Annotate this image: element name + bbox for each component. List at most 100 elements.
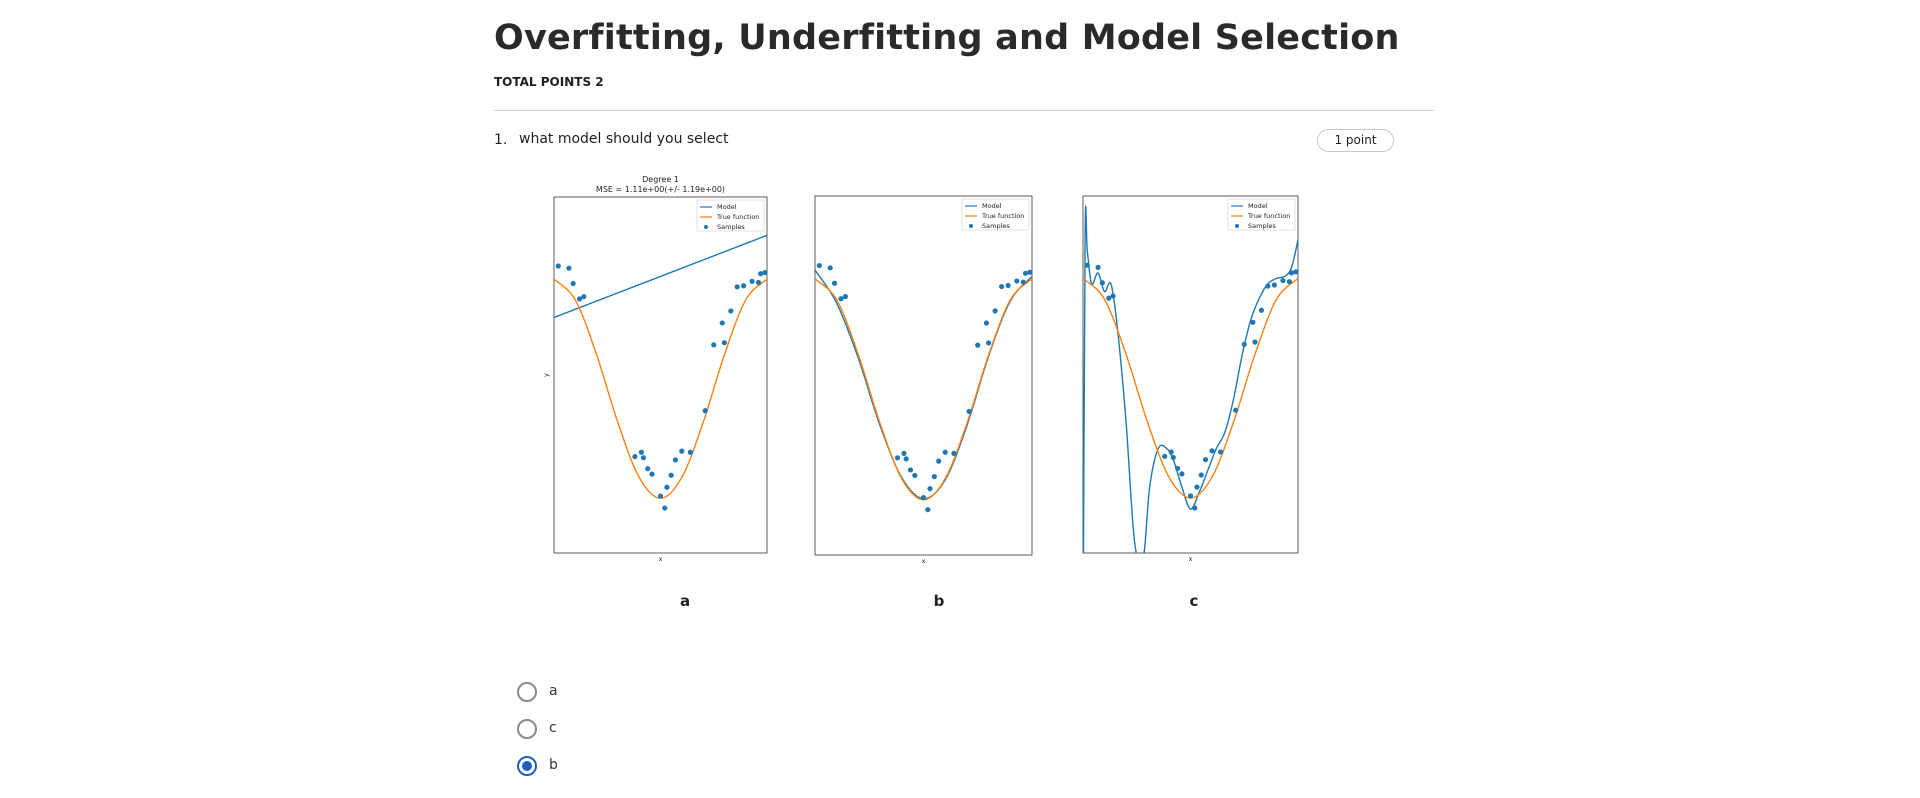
sample-point bbox=[1252, 339, 1258, 345]
sample-point bbox=[1202, 457, 1209, 463]
sample-point bbox=[576, 296, 583, 302]
sample-point bbox=[664, 484, 670, 490]
sample-point bbox=[1280, 277, 1286, 284]
sample-point bbox=[1099, 280, 1105, 286]
sample-point bbox=[1286, 279, 1292, 285]
sample-point bbox=[816, 262, 822, 269]
sample-point bbox=[1271, 282, 1277, 288]
sample-point bbox=[983, 320, 990, 326]
sample-point bbox=[749, 278, 755, 284]
sample-point bbox=[936, 458, 942, 464]
legend-true-label: True function bbox=[1247, 212, 1290, 220]
sample-point bbox=[842, 293, 848, 300]
x-axis-label: x bbox=[922, 557, 926, 565]
sample-point bbox=[1194, 484, 1200, 490]
legend-samples-swatch bbox=[1235, 224, 1239, 228]
sample-point bbox=[1168, 449, 1174, 455]
question-figure: Model True function Samples x y Degree 1 MSE =… bbox=[530, 170, 1300, 610]
radio-option-c[interactable] bbox=[517, 719, 537, 739]
sample-point bbox=[942, 449, 948, 455]
sample-point bbox=[638, 449, 644, 455]
sample-point bbox=[951, 450, 957, 456]
option-b[interactable]: b bbox=[517, 754, 717, 778]
sample-point bbox=[999, 283, 1005, 290]
sample-point bbox=[566, 265, 572, 271]
sample-point bbox=[986, 340, 992, 346]
sample-point bbox=[1288, 270, 1295, 276]
plot-area bbox=[1083, 205, 1298, 553]
option-label: c bbox=[549, 720, 557, 736]
sample-point bbox=[1095, 264, 1101, 270]
sample-point bbox=[1084, 262, 1090, 268]
sample-point bbox=[672, 457, 679, 463]
option-label: b bbox=[549, 757, 558, 773]
sample-point bbox=[827, 265, 833, 271]
sample-point bbox=[1027, 269, 1032, 275]
divider bbox=[494, 110, 1434, 111]
sample-point bbox=[1218, 449, 1224, 455]
y-axis-label: y bbox=[542, 373, 550, 377]
option-c[interactable]: c bbox=[517, 717, 717, 741]
plot-area bbox=[815, 262, 1032, 513]
sample-point bbox=[1170, 454, 1176, 461]
sample-point bbox=[1187, 493, 1194, 499]
sample-point bbox=[721, 340, 727, 346]
legend-true-label: True function bbox=[981, 212, 1024, 220]
sample-point bbox=[687, 449, 693, 455]
plot-area bbox=[554, 234, 767, 511]
legend-samples-label: Samples bbox=[1248, 222, 1276, 230]
sample-point bbox=[1162, 453, 1168, 459]
panel-label-c: c bbox=[1190, 592, 1199, 610]
sample-point bbox=[1110, 293, 1116, 299]
legend-samples-label: Samples bbox=[717, 223, 745, 231]
sample-point bbox=[927, 486, 933, 492]
option-a[interactable]: a bbox=[517, 680, 717, 704]
sample-point bbox=[975, 342, 981, 348]
sample-point bbox=[734, 284, 740, 290]
sample-point bbox=[711, 342, 717, 348]
legend-model-label: Model bbox=[717, 203, 737, 211]
page-title: Overfitting, Underfitting and Model Sele… bbox=[494, 18, 1400, 58]
sample-point bbox=[1179, 471, 1185, 477]
legend-box bbox=[1227, 198, 1296, 231]
sample-point bbox=[838, 296, 844, 302]
sample-point bbox=[1258, 307, 1265, 313]
sample-point bbox=[649, 471, 655, 477]
sample-point bbox=[702, 408, 708, 414]
sample-point bbox=[931, 473, 937, 480]
plot-frame bbox=[1082, 195, 1299, 554]
sample-point bbox=[1250, 319, 1256, 325]
sample-point bbox=[1241, 341, 1247, 347]
sample-point bbox=[831, 280, 838, 286]
sample-point bbox=[645, 466, 651, 472]
sample-point bbox=[728, 308, 734, 314]
sample-point bbox=[925, 507, 931, 513]
legend-samples-label: Samples bbox=[982, 222, 1010, 230]
sample-point bbox=[679, 448, 685, 454]
model-line bbox=[1083, 205, 1298, 553]
legend-model-label: Model bbox=[1248, 202, 1268, 210]
panel-label-b: b bbox=[934, 592, 945, 610]
radio-option-a[interactable] bbox=[517, 682, 537, 702]
radio-option-b[interactable] bbox=[517, 756, 537, 776]
sample-point bbox=[662, 505, 668, 511]
total-points: TOTAL POINTS 2 bbox=[494, 75, 604, 89]
question-number: 1. bbox=[494, 132, 508, 148]
sample-point bbox=[1265, 283, 1271, 289]
sample-point bbox=[966, 408, 972, 414]
legend-samples-swatch bbox=[704, 225, 708, 229]
sample-point bbox=[1209, 448, 1215, 454]
sample-point bbox=[657, 493, 664, 499]
sample-point bbox=[992, 308, 998, 314]
sample-point bbox=[570, 280, 576, 287]
sample-point bbox=[555, 263, 561, 269]
sample-point bbox=[1106, 295, 1112, 301]
sample-point bbox=[903, 456, 909, 462]
sample-point bbox=[1005, 282, 1011, 289]
x-axis-label: x bbox=[659, 555, 663, 563]
sample-point bbox=[1192, 505, 1198, 511]
sample-point bbox=[920, 494, 927, 501]
sample-point bbox=[762, 269, 767, 276]
sample-point bbox=[912, 472, 918, 479]
sample-point bbox=[1175, 465, 1181, 472]
